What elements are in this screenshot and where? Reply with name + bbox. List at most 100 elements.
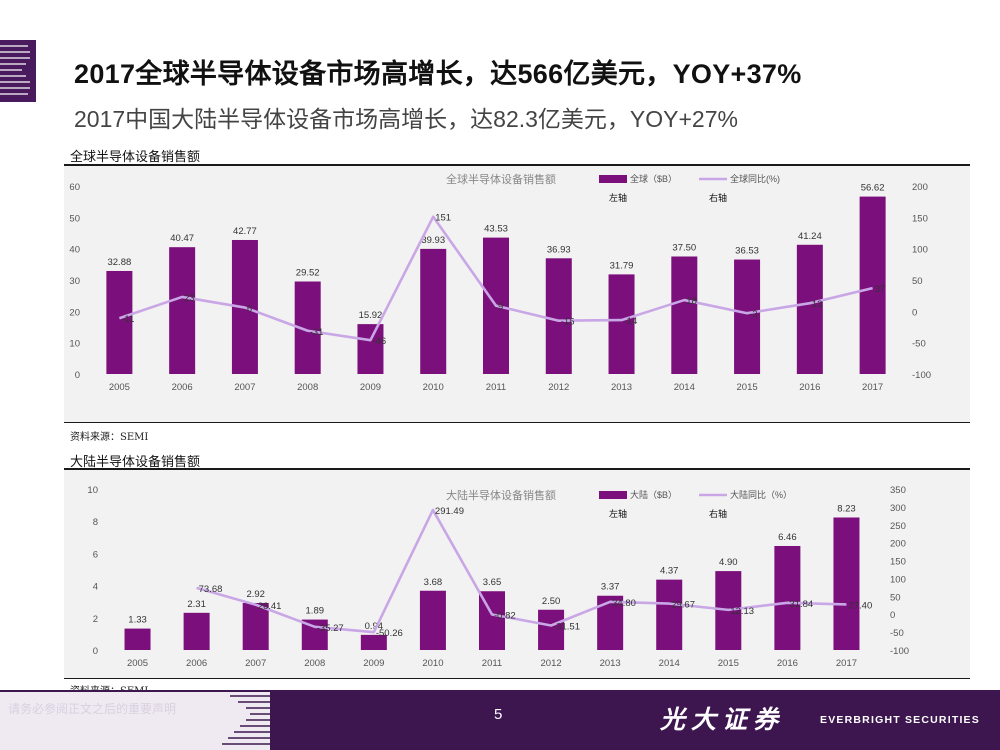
chart1-category-label: 2013 [611,382,632,393]
chart2-category-label: 2008 [304,658,325,669]
chart2-right-tick-label: 100 [890,574,906,585]
chart2-category-label: 2009 [363,658,384,669]
page-number: 5 [494,706,503,723]
chart2-bar [124,628,151,650]
chart1-category-label: 2010 [423,382,444,393]
chart1-bar [608,274,635,374]
brand-name-cn: 光大证券 [660,705,785,734]
chart2-category-label: 2015 [718,658,739,669]
chart1-legend-line-name: 全球同比(%) [730,173,780,184]
chart1-line-label: 37 [875,284,886,295]
chart2-left-tick-label: 10 [87,485,98,496]
chart1-line-label: 151 [435,213,451,224]
chart2-right-tick-label: 350 [890,485,906,496]
chart1-category-label: 2017 [862,382,883,393]
chart1-right-tick-label: 100 [912,245,928,256]
chart2-category-label: 2006 [186,658,207,669]
chart1-bar [671,256,698,374]
chart1-bar [734,259,761,374]
chart2-left-tick-label: 4 [93,582,98,593]
chart1-left-tick-label: 60 [69,182,80,193]
chart2-category-label: 2010 [422,658,443,669]
chart2-left-tick-label: 6 [93,549,98,560]
chart2-bar [242,602,269,650]
chart2-right-tick-label: -50 [890,628,904,639]
chart1-right-tick-label: 200 [912,182,928,193]
chart1-bottom-rule [64,422,970,423]
chart2-category-label: 2016 [777,658,798,669]
chart2-line-label: 73.68 [199,584,223,595]
chart2-legend-bar-name: 大陆（$B） [630,489,677,500]
chart1-left-tick-label: 30 [69,276,80,287]
chart1-category-label: 2012 [548,382,569,393]
chart1-line-label: 18 [686,296,697,307]
chart1-bar-label: 39.93 [421,235,445,246]
chart2-line-label: 27.40 [848,600,872,611]
chart2-top-rule [64,468,970,470]
chart1-line-label: 23 [184,293,195,304]
chart2-bar-label: 1.33 [128,615,147,626]
chart2-section-label: 大陆半导体设备销售额 [70,454,201,469]
chart1-bar-label: 31.79 [610,260,634,271]
chart2-bar-label: 2.31 [187,599,206,610]
chart2-left-tick-label: 0 [93,646,98,657]
chart2-bar-label: 8.23 [837,503,856,514]
chart1-section-label: 全球半导体设备销售额 [70,149,201,164]
chart1-source: 资料来源：SEMI [70,432,149,443]
chart2-legend-bar-axis: 左轴 [609,508,627,519]
chart1-bar-label: 42.77 [233,226,257,237]
chart2-category-label: 2017 [836,658,857,669]
chart1-category-label: 2011 [486,382,506,393]
chart1-line-label: -31 [310,327,324,338]
chart2-left-tick-label: 2 [93,614,98,625]
chart1-category-label: 2014 [674,382,695,393]
chart1-bar [545,258,572,374]
chart2-right-tick-label: 250 [890,521,906,532]
chart1-bar [169,247,196,374]
chart2-bar-label: 3.37 [601,582,620,593]
chart1-line-label: 13 [812,299,823,310]
chart1-bar [357,324,384,374]
chart1-left-tick-label: 40 [69,245,80,256]
chart2-bar [538,609,565,650]
chart2-bar-label: 4.37 [660,566,679,577]
chart2-bar-label: 2.50 [542,596,561,607]
chart2-yoy-line [196,508,847,634]
chart1-bar-label: 41.24 [798,231,822,242]
chart1-left-tick-label: 20 [69,307,80,318]
chart2-bar-label: 1.89 [306,606,325,617]
chart2-right-tick-label: -100 [890,646,909,657]
chart1-bar-label: 36.53 [735,246,759,257]
chart1-category-label: 2008 [297,382,318,393]
chart2-left-tick-label: 8 [93,517,98,528]
chart2-legend-bar-swatch [599,491,627,499]
chart2-bar [419,590,446,650]
chart1-line-label: -46 [372,336,386,347]
chart1-chart-title: 全球半导体设备销售额 [446,172,556,186]
chart1-bar-label: 40.47 [170,233,194,244]
chart2-line-label: -31.51 [553,621,580,632]
chart1-right-tick-label: 150 [912,213,928,224]
chart1-right-tick-label: 0 [912,307,917,318]
chart2-line-label: 26.41 [258,601,282,612]
chart1-bar-label: 37.50 [672,243,696,254]
chart1-bar [420,248,447,374]
chart1-category-label: 2016 [799,382,820,393]
chart1-area: 60 50 40 30 20 10 0 200 150 100 50 0 -50 -100 32.88 40.… [64,166,970,422]
chart1-bar-label: 43.53 [484,224,508,235]
chart2-bar-label: 4.90 [719,557,738,568]
chart2-line-label: 12.13 [730,606,754,617]
chart1-bar-label: 56.62 [861,183,885,194]
chart2-line-label: 29.67 [671,600,695,611]
china-equipment-chart: 10 8 6 4 2 0 350 300 250 200 150 100 50 0 -50 -100 1.33 2… [87,485,909,669]
chart2-bar-label: 0.94 [365,621,384,632]
chart2-bar [774,545,801,650]
chart2-line-label: -35.27 [317,623,344,634]
chart1-line-label: 6 [247,304,252,315]
chart2-category-label: 2005 [127,658,148,669]
chart1-bar-label: 32.88 [107,257,131,268]
chart1-legend-bar-name: 全球（$B） [630,173,677,184]
chart2-legend-line-axis: 右轴 [709,508,727,519]
footer-stripes [0,692,270,750]
chart1-line-label: 9 [498,302,503,313]
